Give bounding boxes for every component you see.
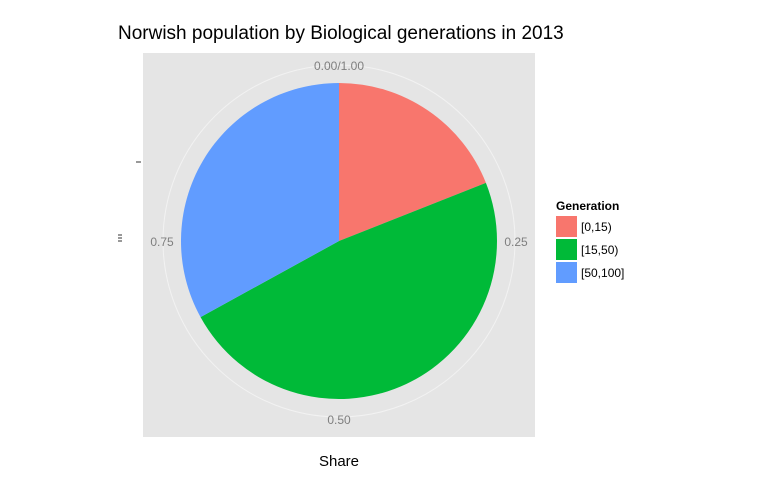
pie-slice-1 [200,182,498,400]
legend-key-0 [556,216,577,237]
legend-title: Generation [556,199,619,213]
chart-title: Norwish population by Biological generat… [118,23,564,44]
x-axis-title: Share [319,453,359,470]
legend-label-2: [50,100] [581,266,624,280]
grid-ring-outer [162,64,516,418]
legend-label-0: [0,15) [581,220,612,234]
pie-slice-2 [181,83,339,318]
legend-key-2 [556,262,577,283]
pie-slice-0 [339,83,486,241]
legend-key-1 [556,239,577,260]
pie-slices [181,83,498,400]
theta-tick-label-2: 0.50 [327,413,351,427]
theta-tick-label-0: 0.00/1.00 [314,59,364,73]
theta-tick-label-1: 0.25 [504,235,528,249]
legend-item-2: [50,100] [556,262,624,283]
legend-label-1: [15,50) [581,243,618,257]
legend-item-1: [15,50) [556,239,618,260]
legend-item-0: [0,15) [556,216,612,237]
y-axis-tick-marks [118,234,122,242]
theta-tick-label-3: 0.75 [150,235,174,249]
